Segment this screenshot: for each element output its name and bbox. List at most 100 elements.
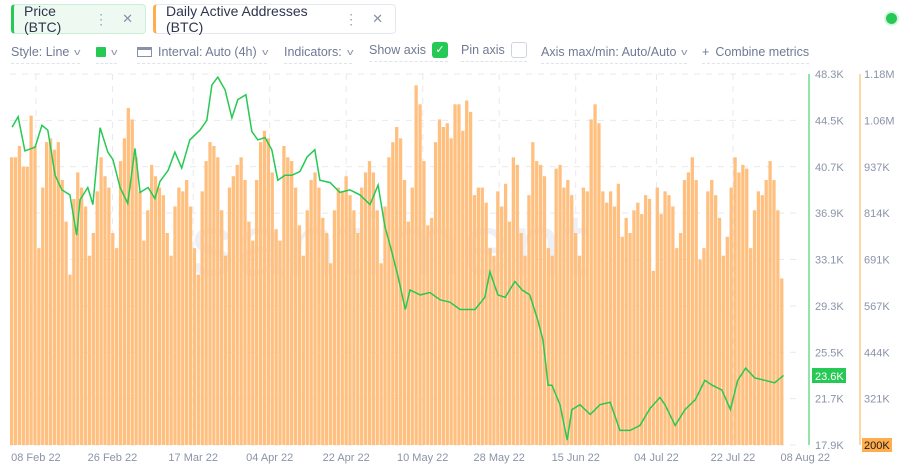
daa-bar [146, 210, 150, 445]
combine-metrics-button[interactable]: + Combine metrics [702, 44, 810, 64]
close-icon[interactable]: ✕ [372, 11, 383, 26]
daa-bar [780, 278, 784, 445]
daa-bar [476, 187, 481, 446]
daa-bar [107, 187, 111, 446]
daa-bar [122, 138, 127, 445]
daa-bar [550, 255, 554, 445]
daa-bar [313, 172, 317, 445]
daa-bar [698, 259, 702, 445]
axis-minmax-dropdown[interactable]: Axis max/min: Auto/Auto v [541, 44, 688, 64]
daa-bar [620, 236, 624, 445]
x-axis-tick: 17 Mar 22 [168, 452, 218, 464]
daa-bar [150, 164, 154, 445]
daa-bar [130, 119, 134, 445]
daa-bar [231, 176, 235, 445]
daa-bar [48, 138, 53, 445]
daa-bar [196, 274, 200, 445]
daa-bar [103, 176, 107, 445]
daa-bar [325, 233, 329, 445]
daa-bar [546, 248, 551, 445]
style-dropdown[interactable]: Style: Line v [11, 44, 81, 64]
daa-bar [488, 248, 492, 445]
daa-bar [21, 166, 25, 445]
daa-bar [484, 202, 488, 445]
daa-bar [52, 149, 57, 445]
daa-bar [402, 180, 407, 445]
daa-bar [387, 157, 391, 446]
daa-bar [115, 248, 119, 445]
daa-bar [570, 195, 574, 445]
daa-bar [430, 217, 434, 445]
daa-bar [255, 180, 259, 445]
show-axis-toggle[interactable]: Show axis ✓ [369, 41, 448, 62]
daa-bar [741, 164, 745, 445]
daa-bar [99, 157, 103, 446]
show-axis-label: Show axis [369, 42, 426, 57]
daa-bar [511, 157, 516, 446]
daa-bar [118, 161, 123, 446]
daa-bar [480, 187, 484, 446]
daa-bar [515, 164, 519, 445]
daa-axis-tick: 691K [864, 255, 890, 267]
daa-bar [95, 191, 99, 445]
price-axis-tick: 17.9K [815, 440, 844, 452]
daa-bar [507, 221, 512, 445]
chevron-down-icon: v [74, 46, 81, 57]
daa-bar [72, 198, 76, 445]
metric-tab-daily-active-addresses[interactable]: Daily Active Addresses (BTC) ⋮ ✕ [153, 3, 396, 35]
daa-bar [258, 142, 263, 445]
daa-bar [216, 157, 220, 446]
x-axis-tick: 10 May 22 [397, 452, 448, 464]
daa-bar [332, 210, 337, 445]
price-line [11, 75, 785, 441]
interval-dropdown[interactable]: Interval: Auto (4h) v [137, 44, 269, 64]
x-axis-tick: 22 Apr 22 [323, 452, 370, 464]
color-swatch [96, 46, 106, 57]
daa-bar [336, 187, 341, 446]
daa-bar [492, 255, 496, 445]
daa-bar [212, 145, 216, 445]
daa-bar [134, 157, 138, 446]
daa-bar [317, 187, 321, 446]
daa-bar [566, 180, 570, 445]
show-axis-checkbox[interactable]: ✓ [431, 41, 448, 58]
more-options-icon[interactable]: ⋮ [94, 10, 109, 27]
price-current-value: 23.6K [815, 371, 844, 383]
daa-bar [13, 157, 18, 446]
daa-bar [68, 274, 72, 445]
daa-bar [426, 225, 430, 445]
daa-bar [220, 210, 224, 445]
daa-bar [208, 142, 212, 445]
pin-axis-label: Pin axis [461, 42, 505, 57]
daa-bar [185, 180, 189, 445]
chevron-down-icon: v [261, 46, 269, 57]
color-picker[interactable]: v [96, 44, 117, 64]
daa-bar [593, 104, 597, 446]
daa-bar [710, 180, 714, 445]
indicators-label: Indicators: [284, 44, 342, 59]
pin-axis-toggle[interactable]: Pin axis [461, 41, 527, 62]
chevron-down-icon: v [681, 46, 688, 57]
daa-bar [301, 255, 305, 445]
daa-bar [251, 240, 255, 445]
price-axis-tick: 36.9K [815, 208, 844, 220]
daa-bar [558, 164, 562, 445]
daa-bar [461, 130, 465, 446]
daa-bar [535, 161, 539, 446]
daa-bar [56, 142, 60, 445]
daa-bar [616, 183, 621, 446]
metric-tab-price[interactable]: Price (BTC) ⋮ ✕ [11, 3, 146, 35]
daa-bar [457, 104, 461, 446]
daa-bar [17, 145, 22, 445]
daa-bar [589, 119, 593, 445]
daa-bar [328, 263, 333, 445]
daa-bar [126, 108, 130, 446]
daa-bar [60, 180, 64, 445]
close-icon[interactable]: ✕ [122, 11, 133, 26]
more-options-icon[interactable]: ⋮ [344, 10, 359, 27]
pin-axis-checkbox[interactable] [510, 41, 527, 58]
daa-bar [597, 123, 601, 445]
indicators-dropdown[interactable]: Indicators: v [284, 44, 353, 64]
daa-bar [725, 236, 729, 445]
